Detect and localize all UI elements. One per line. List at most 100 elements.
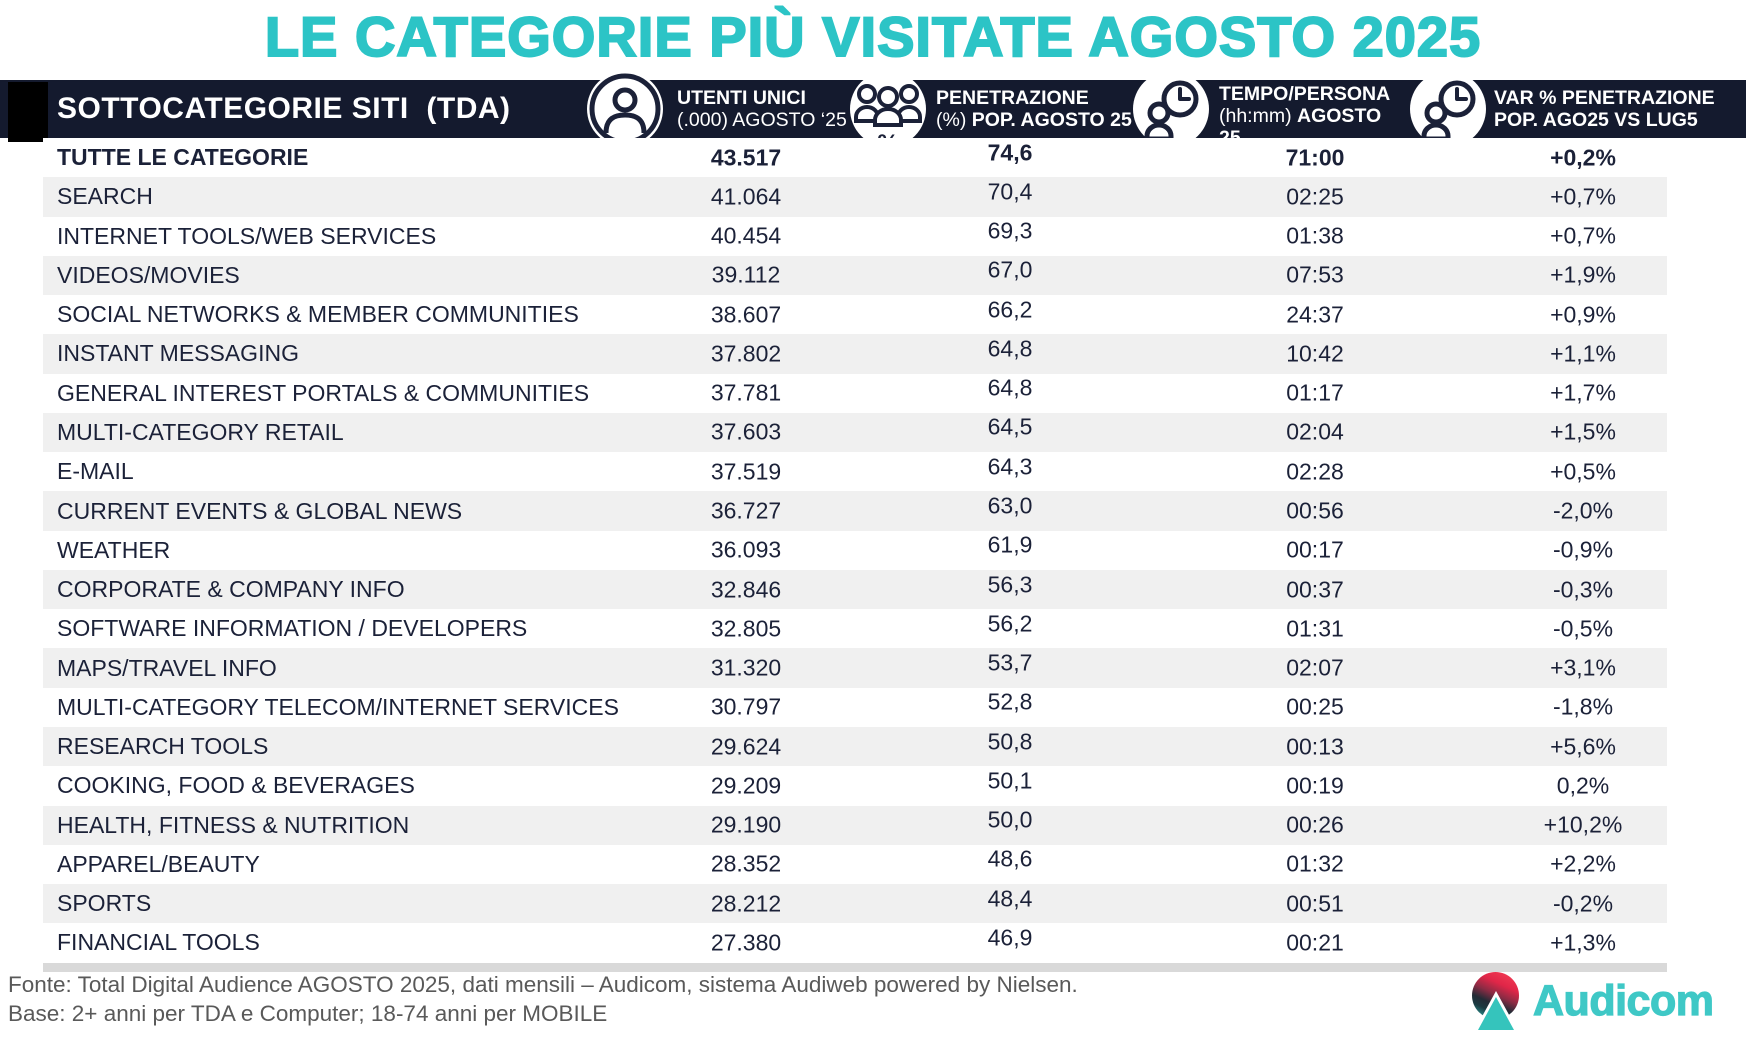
category-cell: WEATHER [57, 536, 171, 563]
tempo-persona-cell: 01:31 [1286, 615, 1344, 642]
tempo-persona-cell: 00:56 [1286, 497, 1344, 524]
penetrazione-cell: 56,3 [987, 571, 1033, 598]
penetrazione-cell: 61,9 [987, 531, 1033, 558]
utenti-unici-cell: 37.519 [710, 458, 782, 485]
table-row: SPORTS 28.212 48,4 00:51 -0,2% [43, 884, 1667, 924]
tempo-persona-cell: 00:25 [1286, 693, 1344, 720]
penetrazione-cell: 64,8 [987, 335, 1033, 362]
column-header-utenti: UTENTI UNICI (.000) AGOSTO ‘25 [677, 87, 847, 131]
var-penetrazione-cell: -0,3% [1552, 576, 1614, 603]
source-note: Fonte: Total Digital Audience AGOSTO 202… [8, 972, 1078, 997]
category-cell: MULTI-CATEGORY TELECOM/INTERNET SERVICES [57, 693, 619, 720]
table-row: VIDEOS/MOVIES 39.112 67,0 07:53 +1,9% [43, 255, 1667, 296]
var-penetrazione-cell: -0,9% [1552, 536, 1614, 563]
tempo-persona-cell: 00:21 [1286, 929, 1344, 956]
tempo-persona-cell: 00:17 [1286, 536, 1344, 563]
var-penetrazione-cell: +1,1% [1550, 340, 1616, 367]
utenti-unici-cell: 41.064 [710, 183, 782, 210]
column-header-penetrazione: PENETRAZIONE (%) POP. AGOSTO 25 [936, 87, 1132, 131]
table-row: SOCIAL NETWORKS & MEMBER COMMUNITIES 38.… [43, 295, 1667, 335]
var-penetrazione-cell: +2,2% [1550, 850, 1616, 877]
var-penetrazione-cell: -0,2% [1552, 890, 1614, 917]
row-header-label: SOTTOCATEGORIE SITI (TDA) [57, 92, 511, 125]
tempo-persona-cell: 00:19 [1286, 772, 1344, 799]
table-row: MULTI-CATEGORY TELECOM/INTERNET SERVICES… [43, 687, 1667, 727]
utenti-unici-cell: 31.320 [710, 654, 782, 681]
utenti-unici-cell: 32.805 [710, 615, 782, 642]
utenti-unici-cell: 29.624 [710, 733, 782, 760]
category-cell: SEARCH [57, 183, 153, 210]
column-header-tempo: TEMPO/PERSONA (hh:mm) AGOSTO 25 [1219, 83, 1391, 138]
penetrazione-cell: 66,2 [987, 296, 1033, 323]
utenti-unici-cell: 37.781 [710, 379, 782, 406]
category-cell: SOCIAL NETWORKS & MEMBER COMMUNITIES [57, 301, 579, 328]
penetrazione-cell: 48,4 [987, 885, 1033, 912]
utenti-unici-cell: 38.607 [710, 301, 782, 328]
penetrazione-cell: 50,0 [987, 806, 1033, 833]
var-penetrazione-cell: +0,9% [1550, 301, 1616, 328]
penetrazione-cell: 74,6 [987, 139, 1033, 166]
category-cell: MULTI-CATEGORY RETAIL [57, 418, 344, 445]
utenti-unici-cell: 39.112 [711, 261, 781, 288]
var-penetrazione-cell: +0,5% [1550, 458, 1616, 485]
person-icon [587, 71, 663, 147]
penetrazione-cell: 52,8 [987, 688, 1033, 715]
category-cell: COOKING, FOOD & BEVERAGES [57, 772, 415, 799]
column-header-var: VAR % PENETRAZIONE POP. AGO25 VS LUG5 [1494, 87, 1715, 131]
utenti-unici-cell: 37.802 [710, 340, 782, 367]
tempo-persona-cell: 24:37 [1286, 301, 1344, 328]
var-penetrazione-cell: +0,7% [1550, 183, 1616, 210]
penetrazione-cell: 67,0 [987, 256, 1033, 283]
penetrazione-cell: 64,3 [987, 453, 1033, 480]
var-penetrazione-cell: +1,5% [1550, 418, 1616, 445]
penetrazione-cell: 53,7 [987, 649, 1033, 676]
category-cell: TUTTE LE CATEGORIE [57, 144, 309, 171]
utenti-unici-cell: 30.797 [710, 693, 782, 720]
table-row: APPAREL/BEAUTY 28.352 48,6 01:32 +2,2% [43, 844, 1667, 885]
tempo-persona-cell: 01:32 [1286, 850, 1344, 877]
tempo-persona-cell: 02:28 [1286, 458, 1344, 485]
person-clock-icon [1410, 71, 1486, 147]
utenti-unici-cell: 29.209 [710, 772, 782, 799]
table-row: SEARCH 41.064 70,4 02:25 +0,7% [43, 177, 1667, 217]
category-cell: APPAREL/BEAUTY [57, 850, 260, 877]
utenti-unici-cell: 37.603 [710, 418, 782, 445]
penetrazione-cell: 64,8 [987, 374, 1033, 401]
table-row: WEATHER 36.093 61,9 00:17 -0,9% [43, 530, 1667, 570]
category-cell: INSTANT MESSAGING [57, 340, 299, 367]
table-row: CORPORATE & COMPANY INFO 32.846 56,3 00:… [43, 569, 1667, 610]
var-penetrazione-cell: -1,8% [1552, 693, 1614, 720]
table-bottom-rule [43, 963, 1667, 972]
category-cell: SPORTS [57, 890, 152, 917]
table-row: MAPS/TRAVEL INFO 31.320 53,7 02:07 +3,1% [43, 648, 1667, 688]
table-row: E-MAIL 37.519 64,3 02:28 +0,5% [43, 452, 1667, 492]
tempo-persona-cell: 01:38 [1286, 222, 1344, 249]
tempo-persona-cell: 02:25 [1286, 183, 1344, 210]
tempo-persona-cell: 00:51 [1286, 890, 1344, 917]
category-cell: HEALTH, FITNESS & NUTRITION [57, 811, 410, 838]
var-penetrazione-cell: +1,3% [1550, 929, 1616, 956]
tempo-persona-cell: 71:00 [1285, 144, 1345, 171]
table-row: GENERAL INTEREST PORTALS & COMMUNITIES 3… [43, 373, 1667, 413]
base-note: Base: 2+ anni per TDA e Computer; 18-74 … [8, 1001, 608, 1026]
table-row: SOFTWARE INFORMATION / DEVELOPERS 32.805… [43, 609, 1667, 649]
tempo-persona-cell: 02:07 [1286, 654, 1344, 681]
var-penetrazione-cell: +3,1% [1550, 654, 1616, 681]
audicom-wordmark: Audicom [1532, 976, 1714, 1025]
utenti-unici-cell: 36.093 [710, 536, 782, 563]
penetrazione-cell: 46,9 [987, 924, 1033, 951]
table-row: RESEARCH TOOLS 29.624 50,8 00:13 +5,6% [43, 726, 1667, 767]
utenti-unici-cell: 28.212 [710, 890, 782, 917]
utenti-unici-cell: 29.190 [710, 811, 782, 838]
utenti-unici-cell: 36.727 [710, 497, 782, 524]
var-penetrazione-cell: +0,2% [1550, 144, 1616, 171]
penetrazione-cell: 48,6 [987, 845, 1033, 872]
var-penetrazione-cell: +1,9% [1550, 261, 1616, 288]
category-cell: RESEARCH TOOLS [57, 733, 269, 760]
utenti-unici-cell: 27.380 [710, 929, 782, 956]
var-penetrazione-cell: 0,2% [1556, 772, 1610, 799]
category-cell: MAPS/TRAVEL INFO [57, 654, 277, 681]
table-row: INTERNET TOOLS/WEB SERVICES 40.454 69,3 … [43, 216, 1667, 256]
table-row: MULTI-CATEGORY RETAIL 37.603 64,5 02:04 … [43, 412, 1667, 453]
